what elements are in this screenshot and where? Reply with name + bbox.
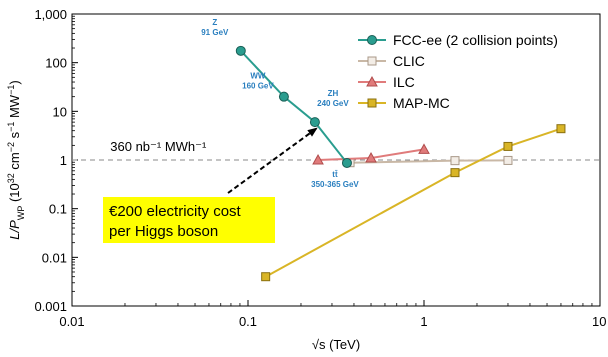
x-axis-label: √s (TeV) [312,337,360,352]
callout-text: €200 electricity cost [109,203,242,220]
series-point [503,141,513,151]
series-point [309,117,320,128]
y-axis-label-part: 32 [6,173,16,183]
legend-label: CLIC [393,53,425,69]
series-point [341,157,352,168]
x-tick-label: 0.01 [59,314,84,329]
callout-box [103,197,275,243]
series-point [278,91,289,102]
y-axis-label-part: −1 [6,85,16,95]
point-label: 240 GeV [317,99,349,108]
series-map-mc [261,124,566,282]
y-tick-label: 0.1 [49,202,67,217]
reference-line-label: 360 nb⁻¹ MWh⁻¹ [110,139,207,154]
y-tick-label: 100 [45,56,67,71]
series-point [503,155,513,165]
callout-text: per Higgs boson [109,223,218,240]
y-axis-label-part: MW [7,94,22,121]
y-axis-label: L/PWP (1032 cm−2 s−1 MW−1) [6,80,26,239]
point-label: tt̄ [332,170,338,179]
x-tick-label: 1 [420,314,427,329]
point-label: 160 GeV [242,82,274,91]
callout: €200 electricity cost per Higgs boson [103,197,275,243]
series-point [556,124,566,134]
y-axis-label-part: −1 [6,122,16,132]
point-label: ZH [328,89,339,98]
y-axis-label-part: ) [7,80,22,84]
y-tick-label: 0.001 [34,299,67,314]
point-label: Z [212,18,217,27]
point-label: WW [250,72,266,81]
y-axis-label-part: L/P [7,220,22,240]
legend-label: MAP-MC [393,95,450,111]
series-point [418,143,430,154]
point-label: 350-365 GeV [311,180,359,189]
series-point [367,35,377,45]
y-axis-label-part: cm [7,152,22,173]
y-axis-label-part: (10 [7,183,22,205]
series-point [365,151,377,163]
callout-arrow [227,127,318,194]
series-point [235,45,246,56]
series-point [366,75,378,87]
point-label: 91 GeV [201,28,229,37]
series-line [265,127,562,278]
series-fcc-ee [235,45,352,168]
legend-label: FCC-ee (2 collision points) [393,32,558,48]
series-ilc [312,143,430,165]
legend: FCC-ee (2 collision points) CLIC ILC MAP-MC [358,32,558,111]
series-point [367,56,377,66]
x-tick-label: 0.1 [239,314,257,329]
series-point [261,272,271,282]
y-tick-label: 1 [60,153,67,168]
y-axis-label-part: s [7,131,22,142]
y-axis-label-part: −2 [6,142,16,152]
legend-label: ILC [393,74,415,90]
x-tick-label: 10 [592,314,606,329]
y-axis-label-part: WP [16,206,26,221]
series-line [240,50,348,164]
series-point [450,168,460,178]
y-tick-label: 0.01 [42,250,67,265]
series-point [450,156,460,166]
y-tick-label: 1,000 [34,7,67,22]
y-tick-label: 10 [53,104,67,119]
series-point [367,98,377,108]
series-point [312,153,324,165]
